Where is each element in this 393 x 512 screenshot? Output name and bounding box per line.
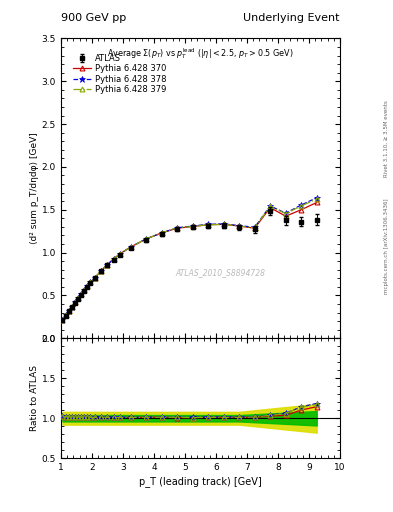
Text: Rivet 3.1.10, ≥ 3.5M events: Rivet 3.1.10, ≥ 3.5M events [384, 100, 389, 177]
Pythia 6.428 370 [314, 199, 319, 205]
Pythia 6.428 378 [70, 304, 74, 310]
Pythia 6.428 378 [82, 287, 86, 293]
Pythia 6.428 379 [159, 230, 164, 236]
Legend: ATLAS, Pythia 6.428 370, Pythia 6.428 378, Pythia 6.428 379: ATLAS, Pythia 6.428 370, Pythia 6.428 37… [71, 52, 169, 96]
Text: Underlying Event: Underlying Event [243, 13, 340, 23]
Pythia 6.428 370 [144, 236, 149, 242]
Pythia 6.428 379 [60, 317, 65, 323]
Pythia 6.428 370 [63, 312, 68, 318]
Pythia 6.428 378 [159, 230, 164, 236]
Pythia 6.428 378 [75, 295, 80, 301]
Pythia 6.428 370 [85, 283, 90, 289]
Pythia 6.428 378 [93, 274, 97, 281]
Pythia 6.428 379 [314, 196, 319, 202]
Pythia 6.428 379 [268, 203, 273, 209]
Line: Pythia 6.428 378: Pythia 6.428 378 [59, 195, 320, 323]
Pythia 6.428 379 [175, 225, 180, 231]
Pythia 6.428 378 [283, 210, 288, 216]
Pythia 6.428 370 [88, 280, 93, 286]
Pythia 6.428 379 [283, 210, 288, 217]
Pythia 6.428 379 [299, 203, 303, 209]
Pythia 6.428 370 [79, 291, 83, 297]
Pythia 6.428 370 [206, 222, 211, 228]
Text: Average $\Sigma(p_T)$ vs $p_T^{\rm lead}$ ($|\eta| < 2.5,\, p_T > 0.5$ GeV): Average $\Sigma(p_T)$ vs $p_T^{\rm lead}… [107, 46, 294, 61]
Pythia 6.428 379 [93, 274, 97, 281]
Pythia 6.428 378 [99, 268, 104, 274]
Pythia 6.428 379 [237, 223, 242, 229]
Pythia 6.428 370 [105, 262, 110, 268]
Pythia 6.428 378 [111, 256, 116, 262]
Pythia 6.428 378 [221, 221, 226, 227]
Pythia 6.428 370 [190, 223, 195, 229]
Pythia 6.428 379 [128, 244, 133, 250]
Pythia 6.428 378 [66, 308, 71, 314]
Pythia 6.428 378 [175, 225, 180, 231]
Pythia 6.428 370 [252, 225, 257, 231]
Pythia 6.428 370 [268, 205, 273, 211]
Pythia 6.428 379 [66, 308, 71, 314]
Pythia 6.428 370 [82, 287, 86, 293]
Pythia 6.428 378 [206, 221, 211, 227]
Text: mcplots.cern.ch [arXiv:1306.3436]: mcplots.cern.ch [arXiv:1306.3436] [384, 198, 389, 293]
X-axis label: p_T (leading track) [GeV]: p_T (leading track) [GeV] [139, 476, 262, 487]
Pythia 6.428 379 [82, 287, 86, 293]
Pythia 6.428 379 [118, 251, 122, 257]
Pythia 6.428 378 [144, 236, 149, 242]
Pythia 6.428 378 [105, 262, 110, 268]
Pythia 6.428 379 [70, 304, 74, 310]
Pythia 6.428 379 [111, 256, 116, 262]
Pythia 6.428 379 [206, 222, 211, 228]
Pythia 6.428 378 [85, 283, 90, 289]
Pythia 6.428 379 [73, 299, 77, 305]
Pythia 6.428 379 [221, 221, 226, 227]
Pythia 6.428 370 [237, 223, 242, 229]
Y-axis label: Ratio to ATLAS: Ratio to ATLAS [30, 365, 39, 431]
Pythia 6.428 370 [175, 225, 180, 231]
Pythia 6.428 378 [60, 317, 65, 323]
Pythia 6.428 370 [128, 244, 133, 250]
Pythia 6.428 370 [283, 213, 288, 219]
Pythia 6.428 370 [60, 317, 65, 323]
Pythia 6.428 379 [79, 291, 83, 297]
Pythia 6.428 378 [63, 312, 68, 318]
Text: 900 GeV pp: 900 GeV pp [61, 13, 126, 23]
Pythia 6.428 379 [252, 225, 257, 231]
Pythia 6.428 378 [190, 223, 195, 229]
Line: Pythia 6.428 379: Pythia 6.428 379 [60, 197, 319, 322]
Y-axis label: ⟨d² sum p_T/dηdφ⟩ [GeV]: ⟨d² sum p_T/dηdφ⟩ [GeV] [30, 133, 39, 244]
Pythia 6.428 378 [237, 223, 242, 229]
Pythia 6.428 370 [99, 268, 104, 274]
Pythia 6.428 379 [85, 283, 90, 289]
Pythia 6.428 378 [128, 244, 133, 250]
Pythia 6.428 370 [75, 295, 80, 301]
Pythia 6.428 379 [88, 280, 93, 286]
Pythia 6.428 378 [88, 280, 93, 286]
Pythia 6.428 378 [314, 195, 319, 201]
Pythia 6.428 378 [252, 224, 257, 230]
Pythia 6.428 370 [221, 221, 226, 227]
Pythia 6.428 379 [99, 268, 104, 274]
Line: Pythia 6.428 370: Pythia 6.428 370 [60, 200, 319, 322]
Pythia 6.428 370 [159, 230, 164, 236]
Pythia 6.428 370 [70, 304, 74, 310]
Pythia 6.428 378 [268, 203, 273, 209]
Pythia 6.428 379 [63, 312, 68, 318]
Pythia 6.428 378 [79, 291, 83, 297]
Pythia 6.428 379 [190, 223, 195, 229]
Pythia 6.428 370 [73, 299, 77, 305]
Pythia 6.428 379 [105, 262, 110, 268]
Pythia 6.428 378 [73, 299, 77, 305]
Pythia 6.428 370 [111, 256, 116, 262]
Pythia 6.428 370 [118, 251, 122, 257]
Pythia 6.428 379 [144, 236, 149, 242]
Pythia 6.428 370 [66, 308, 71, 314]
Pythia 6.428 378 [118, 251, 122, 257]
Text: ATLAS_2010_S8894728: ATLAS_2010_S8894728 [175, 268, 265, 277]
Pythia 6.428 378 [299, 202, 303, 208]
Pythia 6.428 370 [93, 274, 97, 281]
Pythia 6.428 379 [75, 295, 80, 301]
Pythia 6.428 370 [299, 207, 303, 213]
